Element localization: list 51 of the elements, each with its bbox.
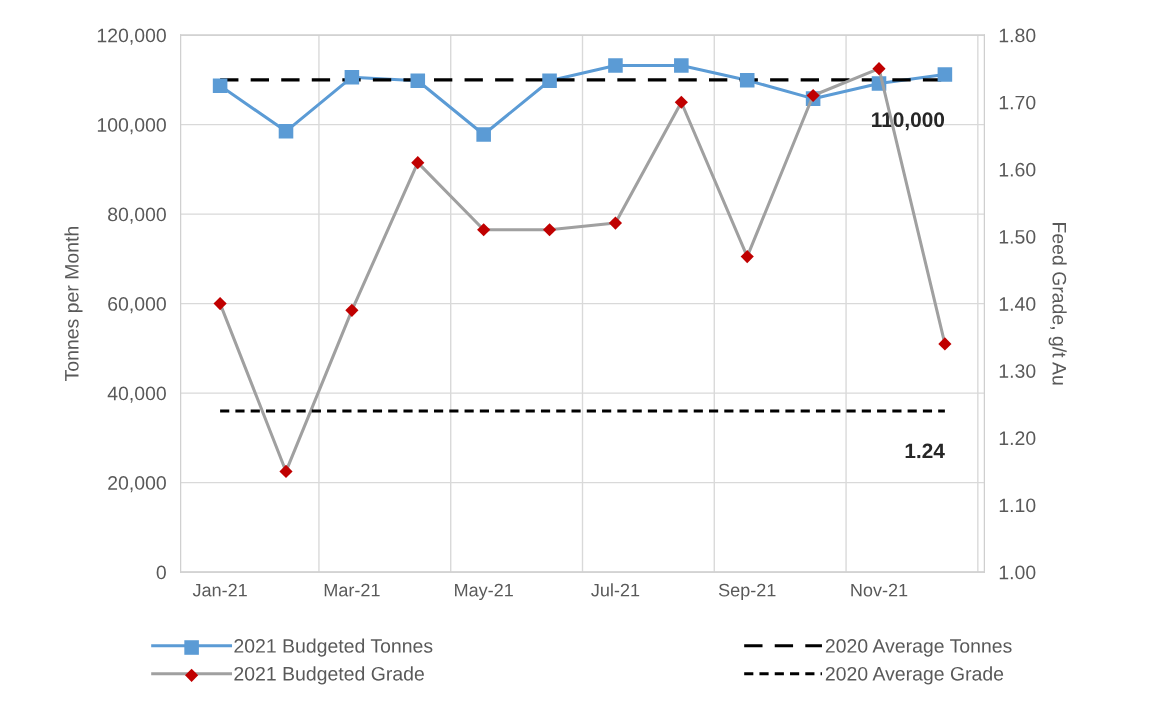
legend-label: 2020 Average Grade [825,666,1004,685]
y-tick-label: 80,000 [108,207,166,224]
point [674,58,689,73]
point [344,69,360,85]
y2-tick-label: 1.30 [999,364,1036,378]
y-tick-label: 120,000 [97,28,166,45]
y2-axis-title: Feed Grade, g/t Au [1048,223,1067,385]
point [938,337,952,351]
y-tick-label: 40,000 [107,386,166,403]
legend-label: 2021 Budgeted Grade [234,666,424,685]
y2-tick-label: 1.60 [999,162,1036,177]
x-tick-label: Sep-21 [718,583,776,601]
x-tick-label: Jan-21 [192,583,247,597]
legend-label: 2020 Average Tonnes [825,639,1012,657]
data-label: 110,000 [872,112,945,131]
point [542,223,557,237]
y-tick-label: 100,000 [97,118,166,135]
point [872,62,886,76]
point [213,297,227,311]
y2-tick-label: 1.20 [999,431,1036,446]
point [278,124,294,139]
x-tick-label: May-21 [455,583,513,601]
x-tick-label: Nov-21 [851,583,908,597]
y-tick-label: 60,000 [108,297,166,314]
data-label: 1.24 [905,443,945,459]
point [476,127,491,142]
y-axis-title: Tonnes per Month [64,227,83,381]
x-tick-label: Jul-21 [591,583,640,597]
y2-tick-label: 1.40 [999,297,1036,311]
y2-tick-label: 1.50 [999,229,1036,244]
point [477,223,491,237]
y2-tick-label: 1.80 [999,28,1036,43]
y2-tick-label: 1.70 [999,95,1036,110]
point [740,250,754,264]
x-tick-label: Mar-21 [324,583,380,597]
y2-tick-label: 1.10 [999,498,1036,513]
point [410,73,426,89]
y2-tick-label: 1.00 [999,565,1036,580]
point [739,73,755,88]
point [674,95,688,109]
legend-label: 2021 Budgeted Tonnes [234,638,433,657]
point [345,303,359,317]
point [937,67,953,82]
point [279,464,293,479]
y-tick-label: 20,000 [108,476,166,493]
point [542,73,557,89]
point [212,78,228,93]
point [411,156,425,170]
point [608,216,623,230]
y-tick-label: 0 [156,565,166,580]
point [608,58,623,73]
